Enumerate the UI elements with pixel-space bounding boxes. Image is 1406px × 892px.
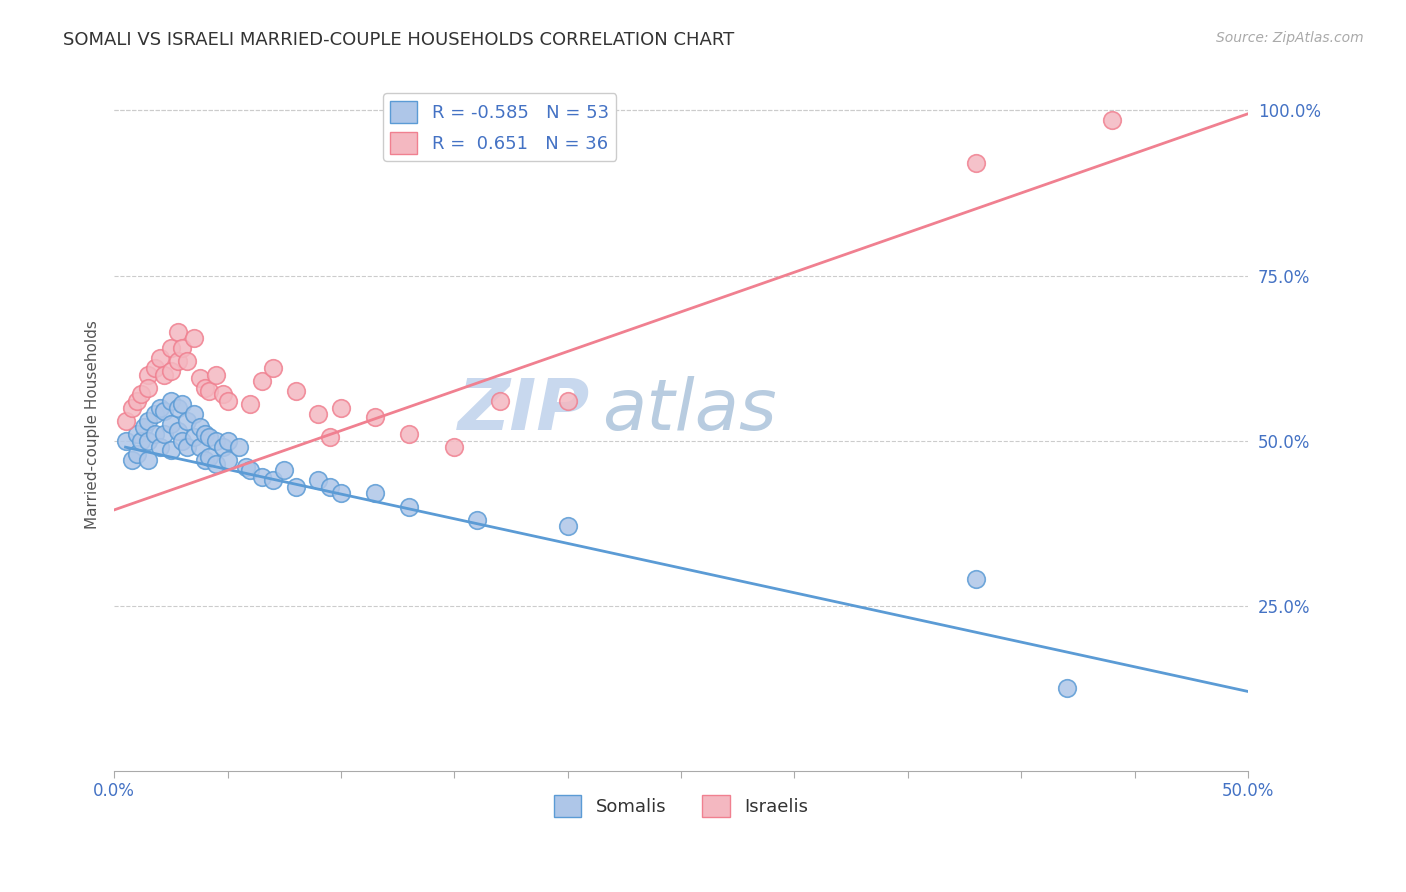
- Point: [148, 401, 170, 415]
- Point: [176, 440, 198, 454]
- Point: [183, 331, 205, 345]
- Point: [205, 368, 228, 382]
- Point: [198, 384, 221, 398]
- Point: [273, 463, 295, 477]
- Point: [125, 394, 148, 409]
- Point: [398, 500, 420, 514]
- Point: [318, 430, 340, 444]
- Point: [284, 480, 307, 494]
- Point: [307, 473, 329, 487]
- Point: [172, 434, 194, 448]
- Point: [172, 341, 194, 355]
- Point: [136, 414, 159, 428]
- Point: [153, 368, 176, 382]
- Point: [217, 434, 239, 448]
- Point: [235, 460, 257, 475]
- Point: [190, 440, 212, 454]
- Point: [250, 470, 273, 484]
- Point: [132, 420, 155, 434]
- Point: [318, 480, 340, 494]
- Point: [166, 354, 188, 368]
- Text: Source: ZipAtlas.com: Source: ZipAtlas.com: [1216, 31, 1364, 45]
- Point: [443, 440, 465, 454]
- Point: [212, 387, 235, 401]
- Point: [114, 414, 136, 428]
- Point: [217, 394, 239, 409]
- Point: [262, 360, 284, 375]
- Point: [965, 572, 987, 586]
- Point: [148, 440, 170, 454]
- Point: [121, 401, 143, 415]
- Point: [160, 417, 183, 431]
- Point: [398, 427, 420, 442]
- Point: [143, 360, 166, 375]
- Point: [364, 486, 387, 500]
- Point: [465, 513, 488, 527]
- Point: [166, 401, 188, 415]
- Y-axis label: Married-couple Households: Married-couple Households: [86, 319, 100, 528]
- Point: [194, 453, 217, 467]
- Point: [329, 486, 352, 500]
- Point: [160, 364, 183, 378]
- Point: [136, 381, 159, 395]
- Point: [239, 397, 262, 411]
- Point: [131, 434, 153, 448]
- Point: [198, 430, 221, 444]
- Point: [166, 424, 188, 438]
- Point: [131, 387, 153, 401]
- Point: [228, 440, 250, 454]
- Point: [212, 440, 235, 454]
- Point: [176, 414, 198, 428]
- Text: SOMALI VS ISRAELI MARRIED-COUPLE HOUSEHOLDS CORRELATION CHART: SOMALI VS ISRAELI MARRIED-COUPLE HOUSEHO…: [63, 31, 734, 49]
- Point: [136, 434, 159, 448]
- Point: [114, 434, 136, 448]
- Text: atlas: atlas: [602, 376, 776, 445]
- Point: [176, 354, 198, 368]
- Point: [143, 407, 166, 421]
- Point: [121, 453, 143, 467]
- Point: [125, 447, 148, 461]
- Point: [125, 427, 148, 442]
- Point: [153, 404, 176, 418]
- Point: [160, 341, 183, 355]
- Point: [143, 427, 166, 442]
- Point: [364, 410, 387, 425]
- Point: [160, 443, 183, 458]
- Point: [557, 394, 579, 409]
- Point: [183, 430, 205, 444]
- Point: [160, 394, 183, 409]
- Point: [136, 453, 159, 467]
- Point: [262, 473, 284, 487]
- Point: [136, 368, 159, 382]
- Point: [194, 381, 217, 395]
- Point: [183, 407, 205, 421]
- Point: [250, 374, 273, 388]
- Point: [329, 401, 352, 415]
- Point: [1101, 113, 1123, 128]
- Point: [148, 351, 170, 365]
- Point: [205, 457, 228, 471]
- Legend: Somalis, Israelis: Somalis, Israelis: [547, 788, 815, 824]
- Point: [488, 394, 510, 409]
- Point: [205, 434, 228, 448]
- Point: [284, 384, 307, 398]
- Point: [166, 325, 188, 339]
- Point: [965, 156, 987, 170]
- Point: [557, 519, 579, 533]
- Point: [307, 407, 329, 421]
- Point: [190, 420, 212, 434]
- Point: [172, 397, 194, 411]
- Point: [217, 453, 239, 467]
- Point: [198, 450, 221, 464]
- Point: [194, 427, 217, 442]
- Point: [153, 427, 176, 442]
- Point: [190, 371, 212, 385]
- Text: ZIP: ZIP: [458, 376, 591, 445]
- Point: [239, 463, 262, 477]
- Point: [1056, 681, 1078, 695]
